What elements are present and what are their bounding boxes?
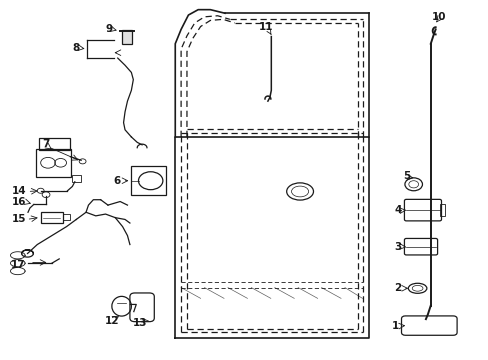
Bar (41, 212, 62, 223)
Text: 11: 11 (259, 22, 273, 34)
Bar (72, 175, 81, 182)
Text: 2: 2 (394, 283, 401, 293)
Text: 9: 9 (105, 24, 112, 35)
Text: 7: 7 (42, 139, 49, 149)
Text: 1: 1 (391, 321, 399, 331)
Text: 17: 17 (10, 260, 25, 270)
Bar (439, 204, 445, 216)
Text: 3: 3 (394, 242, 401, 252)
Text: 16: 16 (12, 197, 26, 207)
FancyBboxPatch shape (122, 31, 132, 44)
Text: 15: 15 (12, 215, 26, 224)
Text: 4: 4 (394, 206, 401, 216)
Text: 13: 13 (132, 319, 146, 328)
Text: 8: 8 (73, 43, 80, 53)
Text: 14: 14 (12, 186, 26, 197)
Text: 6: 6 (113, 176, 120, 186)
Text: 10: 10 (431, 12, 446, 22)
Text: 5: 5 (402, 171, 409, 181)
Bar (131, 166, 166, 195)
Bar (62, 215, 70, 220)
Text: 12: 12 (104, 316, 119, 325)
